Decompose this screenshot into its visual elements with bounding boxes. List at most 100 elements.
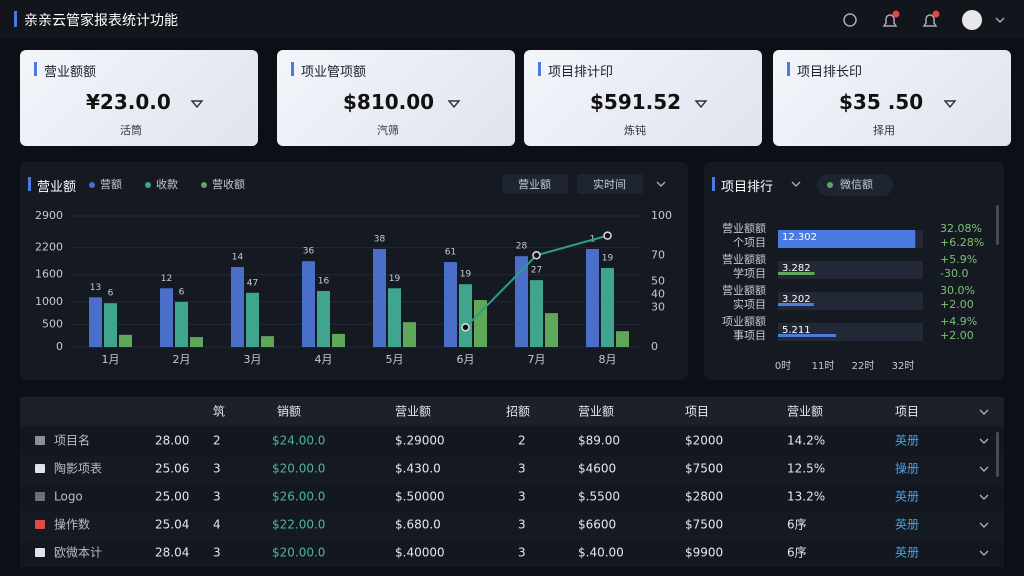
bar-label: 13 — [90, 283, 101, 293]
line-point — [532, 251, 541, 260]
table-cell: 6序 — [787, 517, 807, 532]
column-header: 招额 — [506, 405, 530, 419]
table-cell: $24.00.0 — [272, 434, 325, 448]
y2-tick-label: 40 — [651, 288, 665, 301]
table-cell: $89.00 — [578, 434, 620, 448]
ranking-label: 营业额额 — [722, 252, 766, 266]
y2-tick-label: 70 — [651, 248, 665, 261]
ranking-chip-label: 微信额 — [840, 177, 873, 191]
table-cell: 25.04 — [155, 518, 189, 532]
bar-label: 27 — [531, 266, 542, 276]
table-panel — [20, 397, 1004, 567]
y2-tick-label: 30 — [651, 301, 665, 314]
line-point — [461, 323, 470, 332]
row-chevron[interactable] — [979, 522, 989, 528]
table-cell: 2 — [213, 434, 221, 448]
x-tick-label: 2月 — [173, 353, 191, 366]
ranking-axis-label: 0时 — [775, 360, 791, 372]
table-cell: 陶影项表 — [54, 461, 102, 476]
table-cell: $26.00.0 — [272, 490, 325, 504]
title-accent — [14, 11, 17, 27]
card-dropdown — [447, 100, 461, 109]
scrollbar — [996, 205, 999, 245]
chart-toggle[interactable] — [502, 174, 568, 194]
table-cell: 3 — [518, 546, 526, 560]
badge — [932, 10, 940, 18]
row-icon — [35, 436, 45, 445]
ranking-pct: +5.9% — [940, 253, 977, 266]
row-chevron[interactable] — [979, 438, 989, 444]
y-tick-label: 2200 — [35, 241, 63, 254]
row-chevron[interactable] — [979, 494, 989, 500]
table-cell: $7500 — [685, 462, 723, 476]
table-cell: $6600 — [578, 518, 616, 532]
top-bar — [0, 0, 1024, 38]
chart-toggle[interactable] — [577, 174, 643, 194]
table-cell: 28.04 — [155, 546, 189, 560]
panel-accent — [712, 177, 715, 191]
bar-label: 28 — [516, 242, 528, 252]
bar — [231, 267, 244, 347]
column-header: 营业额 — [787, 405, 823, 419]
ranking-bar — [778, 230, 916, 248]
y2-tick-label: 100 — [651, 209, 672, 222]
bar — [388, 288, 401, 347]
table-cell: $9900 — [685, 546, 723, 560]
bar — [175, 301, 188, 347]
avatar[interactable] — [962, 10, 982, 30]
bar — [246, 292, 259, 347]
table-cell: 14.2% — [787, 434, 825, 448]
table-cell: 英册 — [895, 518, 919, 532]
row-chevron[interactable] — [979, 466, 989, 472]
card-title: 营业额额 — [44, 65, 97, 80]
column-header: 筑 — [213, 404, 225, 419]
legend-label: 营额 — [100, 177, 122, 191]
table-cell: $.5500 — [578, 490, 620, 504]
x-tick-label: 3月 — [244, 353, 262, 366]
column-header: 项目 — [685, 405, 709, 419]
chart-toggle-label: 营业额 — [518, 177, 551, 191]
legend-swatch — [201, 182, 207, 188]
card-value: ¥23.0.0 — [86, 90, 171, 114]
table-cell: 12.5% — [787, 462, 825, 476]
table-cell: 3 — [213, 546, 221, 560]
icon-bell[interactable] — [882, 14, 898, 27]
card-sub: 活筒 — [120, 124, 142, 137]
icon-bell[interactable] — [922, 14, 938, 27]
x-tick-label: 6月 — [457, 353, 475, 366]
column-header: 营业额 — [578, 405, 614, 419]
bar-label: 61 — [445, 248, 456, 258]
y2-tick-label: 0 — [651, 340, 658, 353]
table-header — [20, 397, 1004, 425]
bar-label: 6 — [179, 287, 185, 297]
bar — [302, 261, 315, 347]
bar — [586, 248, 599, 347]
table-cell: $.50000 — [395, 490, 445, 504]
table-cell: 3 — [518, 518, 526, 532]
chevron[interactable] — [995, 17, 1005, 24]
chart-dropdown — [656, 181, 666, 187]
ranking-axis-label: 22时 — [852, 360, 875, 372]
ranking-label: 项业额额 — [722, 315, 766, 328]
table-cell: $.40000 — [395, 546, 445, 560]
card-value: $810.00 — [343, 90, 435, 114]
bar-label: 6 — [108, 289, 114, 299]
row-chevron[interactable] — [979, 550, 989, 556]
table-cell: 操作数 — [54, 517, 90, 532]
table-row-bg — [20, 428, 1004, 455]
ranking-chip[interactable] — [817, 174, 893, 196]
table-cell: $.430.0 — [395, 462, 441, 476]
bar — [403, 322, 416, 347]
table-cell: 项目名 — [54, 433, 90, 448]
table-row-bg — [20, 484, 1004, 511]
y-tick-label: 1600 — [35, 268, 63, 281]
card-dropdown — [943, 100, 957, 109]
table-cell: $20.00.0 — [272, 462, 325, 476]
icon-refresh[interactable] — [843, 13, 857, 27]
card-value: $591.52 — [590, 90, 682, 114]
header-chevron — [979, 409, 989, 415]
bar-label: 19 — [460, 270, 472, 280]
row-icon — [35, 492, 45, 501]
card-dropdown — [190, 100, 204, 109]
